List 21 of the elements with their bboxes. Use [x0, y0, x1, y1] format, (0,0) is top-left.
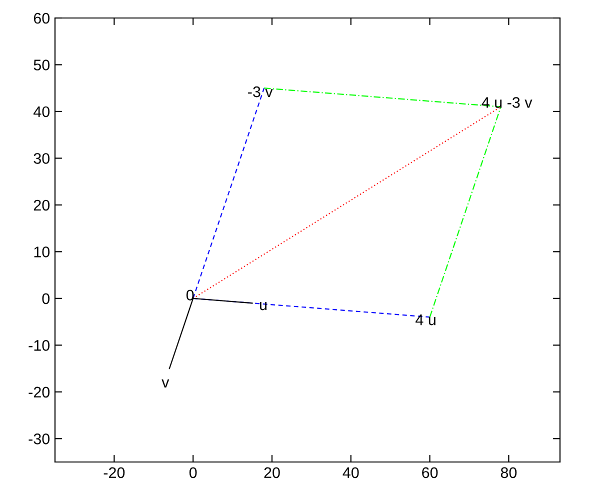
annotation: v: [162, 379, 170, 388]
x-tick-label: 0: [189, 467, 197, 478]
y-tick-label: 30: [34, 153, 50, 164]
y-tick-label: -30: [28, 434, 50, 444]
x-tick-label: 60: [422, 467, 438, 478]
annotation: 0: [186, 290, 194, 301]
x-tick-label: 20: [264, 467, 280, 478]
y-tick-label: 40: [34, 106, 50, 118]
x-tick-label: 40: [342, 467, 359, 478]
annotation: -3 v: [248, 86, 273, 98]
y-tick-label: 10: [34, 246, 50, 258]
y-tick-label: 60: [34, 12, 50, 24]
y-tick-label: 20: [34, 200, 50, 211]
y-tick-label: 50: [34, 60, 50, 70]
annotation: 4 u: [416, 314, 436, 326]
annotation: u: [260, 302, 266, 310]
y-tick-label: -10: [28, 340, 50, 351]
y-tick-label: 0: [42, 293, 50, 304]
x-tick-label: 80: [500, 467, 517, 478]
x-tick-label: -20: [104, 467, 125, 478]
y-tick-label: -20: [28, 386, 50, 398]
